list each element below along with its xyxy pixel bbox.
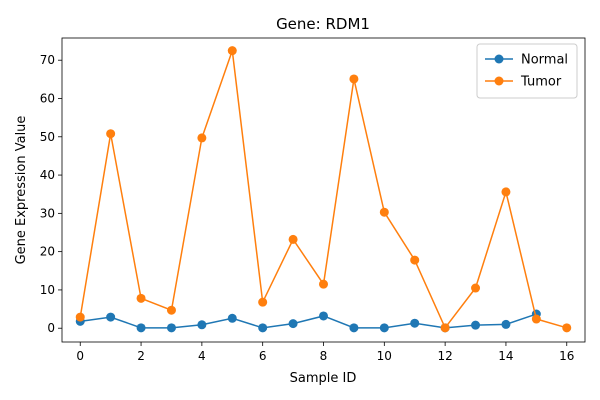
data-point-tumor	[379, 207, 389, 217]
data-point-normal	[288, 319, 298, 329]
data-point-normal	[197, 320, 207, 330]
y-tick-label: 30	[40, 206, 55, 220]
legend: Normal Tumor	[476, 43, 578, 99]
x-tick-label: 16	[559, 349, 574, 363]
x-tick-label: 14	[498, 349, 513, 363]
y-tick-label: 0	[47, 321, 55, 335]
x-tick-label: 2	[137, 349, 145, 363]
axes: 0 2 4 6 8 10 12 14 16 0 10 20 30 40 50 60 70	[40, 37, 586, 363]
y-tick-label: 70	[40, 53, 55, 67]
chart-title: Gene: RDM1	[276, 15, 370, 33]
data-point-tumor	[136, 293, 146, 303]
data-point-normal	[319, 311, 328, 321]
data-point-normal	[166, 323, 176, 333]
data-point-tumor	[349, 74, 359, 84]
data-point-normal	[136, 323, 146, 333]
x-tick-label: 12	[437, 349, 452, 363]
data-point-tumor	[227, 46, 237, 56]
data-point-normal	[349, 323, 359, 333]
data-point-normal	[501, 319, 511, 329]
plot-area	[75, 46, 572, 333]
legend-marker-normal	[494, 54, 504, 64]
data-point-tumor	[106, 129, 116, 139]
data-point-tumor	[410, 255, 420, 265]
y-axis-label: Gene Expression Value	[14, 116, 29, 265]
data-point-tumor	[440, 323, 450, 333]
series-line-normal	[80, 313, 537, 329]
data-point-normal	[227, 313, 237, 323]
data-point-tumor	[197, 133, 207, 143]
x-tick-label: 6	[259, 349, 267, 363]
data-point-tumor	[471, 283, 481, 293]
data-point-normal	[106, 312, 116, 322]
data-point-normal	[410, 318, 420, 328]
y-tick-label: 10	[40, 283, 55, 297]
data-point-normal	[258, 323, 268, 333]
x-tick-label: 4	[198, 349, 206, 363]
legend-marker-tumor	[494, 76, 504, 86]
data-point-normal	[471, 320, 481, 330]
data-point-tumor	[166, 305, 176, 315]
data-point-tumor	[258, 297, 268, 307]
data-point-tumor	[501, 187, 511, 197]
legend-label-tumor: Tumor	[520, 75, 562, 90]
data-point-tumor	[75, 312, 85, 322]
data-point-tumor	[288, 234, 298, 244]
y-tick-label: 20	[40, 245, 55, 259]
legend-label-normal: Normal	[521, 53, 568, 68]
data-point-tumor	[562, 323, 572, 333]
data-point-normal	[379, 323, 389, 333]
y-tick-label: 50	[40, 130, 55, 144]
x-axis-label: Sample ID	[290, 371, 357, 386]
x-tick-label: 0	[76, 349, 84, 363]
x-tick-label: 8	[320, 349, 328, 363]
data-point-tumor	[319, 279, 328, 289]
data-point-tumor	[531, 314, 541, 324]
x-tick-label: 10	[377, 349, 392, 363]
y-tick-label: 60	[40, 91, 55, 105]
y-tick-label: 40	[40, 168, 55, 182]
